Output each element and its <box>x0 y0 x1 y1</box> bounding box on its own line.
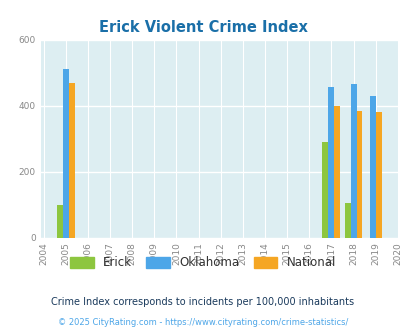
Text: Erick Violent Crime Index: Erick Violent Crime Index <box>98 20 307 35</box>
Bar <box>350 84 356 238</box>
Bar <box>334 106 339 238</box>
Text: Crime Index corresponds to incidents per 100,000 inhabitants: Crime Index corresponds to incidents per… <box>51 297 354 307</box>
Bar <box>375 112 381 238</box>
Legend: Erick, Oklahoma, National: Erick, Oklahoma, National <box>66 253 339 273</box>
Bar <box>356 111 362 238</box>
Bar <box>57 205 63 238</box>
Bar <box>68 82 75 238</box>
Bar <box>369 96 375 238</box>
Bar <box>328 87 334 238</box>
Bar <box>322 142 328 238</box>
Text: © 2025 CityRating.com - https://www.cityrating.com/crime-statistics/: © 2025 CityRating.com - https://www.city… <box>58 318 347 327</box>
Bar <box>344 203 350 238</box>
Bar <box>63 69 68 238</box>
